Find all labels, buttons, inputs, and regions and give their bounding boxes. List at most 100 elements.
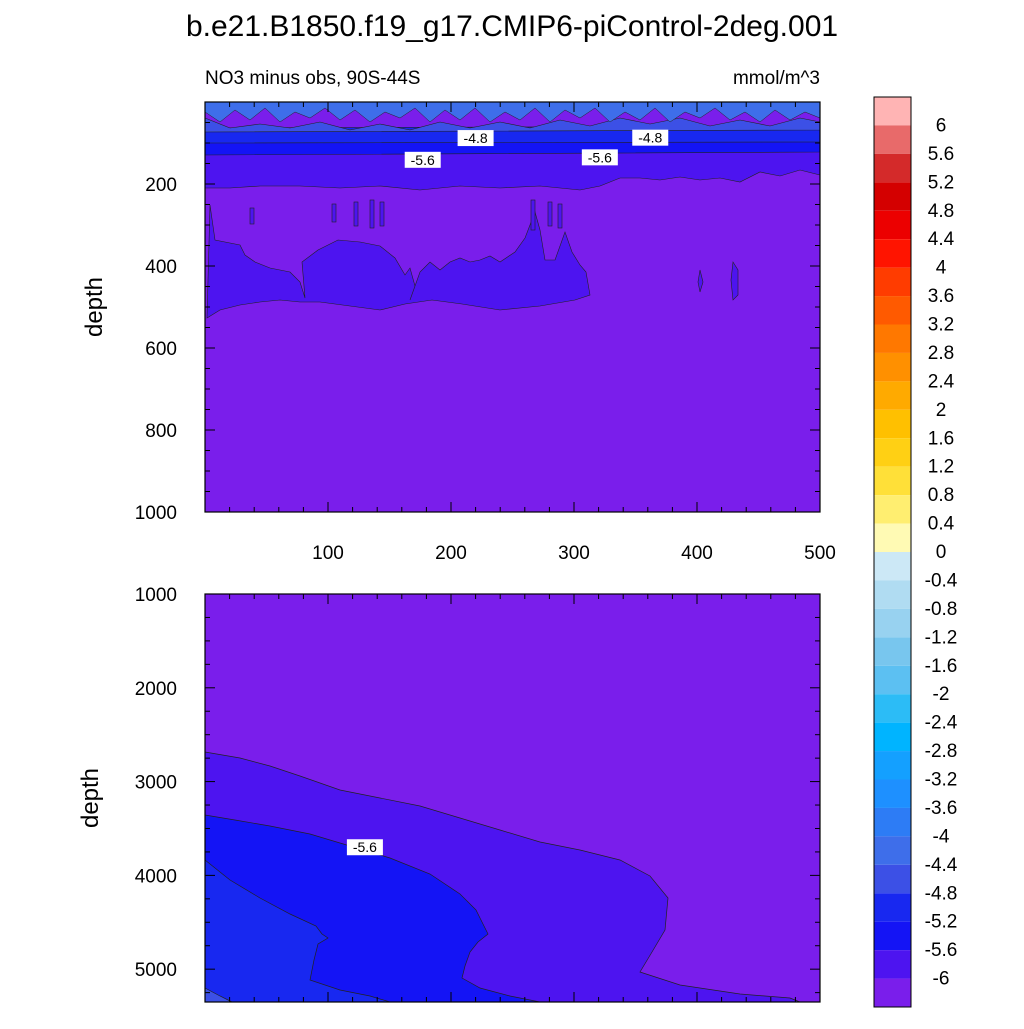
upper-band-m44 (204, 101, 821, 123)
contour-label-text: -4.8 (464, 130, 488, 146)
upper-deep-band (206, 204, 591, 319)
colorbar-label: 0.8 (928, 485, 954, 506)
colorbar-swatch (874, 893, 911, 922)
upper-panel: NO3 minus obs, 90S-44S mmol/m^3 (81, 68, 836, 564)
y-tick-label: 3000 (135, 773, 177, 794)
upper-deep-speck-2 (697, 269, 704, 293)
colorbar-label: 3.2 (928, 315, 954, 336)
colorbar-label: -5.2 (925, 912, 958, 933)
colorbar-label: 6 (936, 115, 947, 136)
colorbar-label: -2.4 (925, 713, 958, 734)
colorbar-label: 3.6 (928, 286, 954, 307)
colorbar-swatch (874, 950, 911, 979)
upper-contour-labels: -4.8 -4.8 -5.6 -5.6 (404, 129, 669, 168)
colorbar-label: -4.8 (925, 883, 958, 904)
colorbar-swatch (874, 921, 911, 951)
y-tick-label: 2000 (135, 679, 177, 700)
colorbar-swatch (874, 409, 911, 439)
upper-y-axis-label: depth (81, 277, 108, 337)
upper-left-label: NO3 minus obs, 90S-44S (205, 68, 420, 89)
colorbar-swatch (874, 637, 911, 666)
lower-contour-fill (204, 594, 820, 1003)
colorbar-swatch (874, 381, 911, 410)
x-tick-label: 400 (681, 543, 713, 564)
colorbar-swatch (874, 836, 911, 865)
x-tick-label: 100 (312, 543, 344, 564)
contour-label-text: -5.6 (353, 839, 377, 855)
colorbar-label: -1.6 (925, 656, 958, 677)
colorbar-label: 1.2 (928, 457, 954, 478)
colorbar-label: -2 (933, 684, 950, 705)
colorbar-label: -3.2 (925, 770, 958, 791)
colorbar-label: -0.4 (925, 570, 958, 591)
y-tick-label: 1000 (135, 503, 177, 524)
colorbar-label: 2.8 (928, 343, 954, 364)
colorbar-swatch (874, 210, 911, 240)
lower-contour-labels: -5.6 (346, 839, 383, 856)
colorbar-swatch (874, 438, 911, 467)
upper-band-m60 (204, 149, 821, 191)
colorbar-swatch (874, 97, 911, 126)
colorbar-swatch (874, 466, 911, 496)
colorbar-swatch (874, 665, 911, 695)
colorbar-swatch (874, 523, 911, 552)
colorbar-swatch (874, 324, 911, 353)
lower-region-m52 (204, 859, 391, 1003)
colorbar-swatch (874, 267, 911, 297)
colorbar-label: 0.4 (928, 514, 955, 535)
contour-label-text: -4.8 (638, 130, 662, 146)
x-tick-label: 200 (435, 543, 467, 564)
x-tick-label: 500 (804, 543, 836, 564)
contour-label-text: -5.6 (588, 149, 612, 165)
figure-title: b.e21.B1850.f19_g17.CMIP6-piControl-2deg… (186, 10, 838, 43)
colorbar-swatch (874, 722, 911, 752)
upper-contour-fill (204, 101, 821, 512)
colorbar-label: 1.6 (928, 428, 954, 449)
colorbar-swatch (874, 779, 911, 808)
colorbar-swatch (874, 153, 911, 183)
lower-plot-frame (204, 593, 821, 1003)
colorbar-label: 2.4 (928, 371, 955, 392)
colorbar-swatch (874, 864, 911, 894)
colorbar-label: 0 (936, 542, 947, 563)
colorbar-swatch (874, 552, 911, 581)
colorbar-swatch (874, 296, 911, 325)
colorbar-label: -0.8 (925, 599, 958, 620)
colorbar-swatch (874, 352, 911, 382)
upper-axes: 100 200 300 400 500 200 400 600 800 1000 (135, 101, 836, 564)
colorbar-frame (873, 96, 912, 1008)
contour-label: -5.6 (404, 151, 441, 168)
colorbar-swatch (874, 978, 911, 1007)
colorbar-label: 5.6 (928, 144, 954, 165)
upper-streaks (249, 199, 563, 231)
y-tick-label: 800 (145, 421, 177, 442)
colorbar-label: 4.4 (928, 229, 955, 250)
colorbar-label: -3.6 (925, 798, 958, 819)
colorbar-label: 2 (936, 400, 947, 421)
colorbar-label: -2.8 (925, 741, 958, 762)
lower-panel: -5.6 1000 2000 3000 4000 5000 depth (77, 585, 821, 1003)
lower-y-axis-label: depth (77, 768, 104, 828)
y-tick-label: 400 (145, 257, 177, 278)
upper-right-label: mmol/m^3 (733, 68, 820, 89)
contour-label: -5.6 (346, 839, 383, 856)
y-tick-label: 200 (145, 175, 177, 196)
y-tick-label: 1000 (135, 585, 177, 606)
upper-deep-speck (730, 261, 739, 301)
upper-band-m48 (204, 117, 821, 133)
contour-label: -5.6 (581, 149, 618, 166)
colorbar-label: -5.6 (925, 940, 958, 961)
contour-label: -4.8 (457, 130, 494, 147)
lower-axes: 1000 2000 3000 4000 5000 (135, 585, 821, 1002)
y-tick-label: 600 (145, 339, 177, 360)
y-tick-label: 4000 (135, 866, 177, 887)
colorbar-swatch (874, 807, 911, 837)
colorbar: 6 5.6 5.2 4.8 4.4 4 3.6 3.2 2.8 2.4 2 1.6 1.2 0.8 0.4 0… (873, 96, 958, 1008)
colorbar-swatch (874, 125, 911, 154)
contour-label-text: -5.6 (411, 152, 435, 168)
colorbar-label: -4.4 (925, 855, 958, 876)
colorbar-label: -6 (933, 969, 950, 990)
colorbar-swatch (874, 694, 911, 723)
contour-label: -4.8 (632, 129, 669, 146)
